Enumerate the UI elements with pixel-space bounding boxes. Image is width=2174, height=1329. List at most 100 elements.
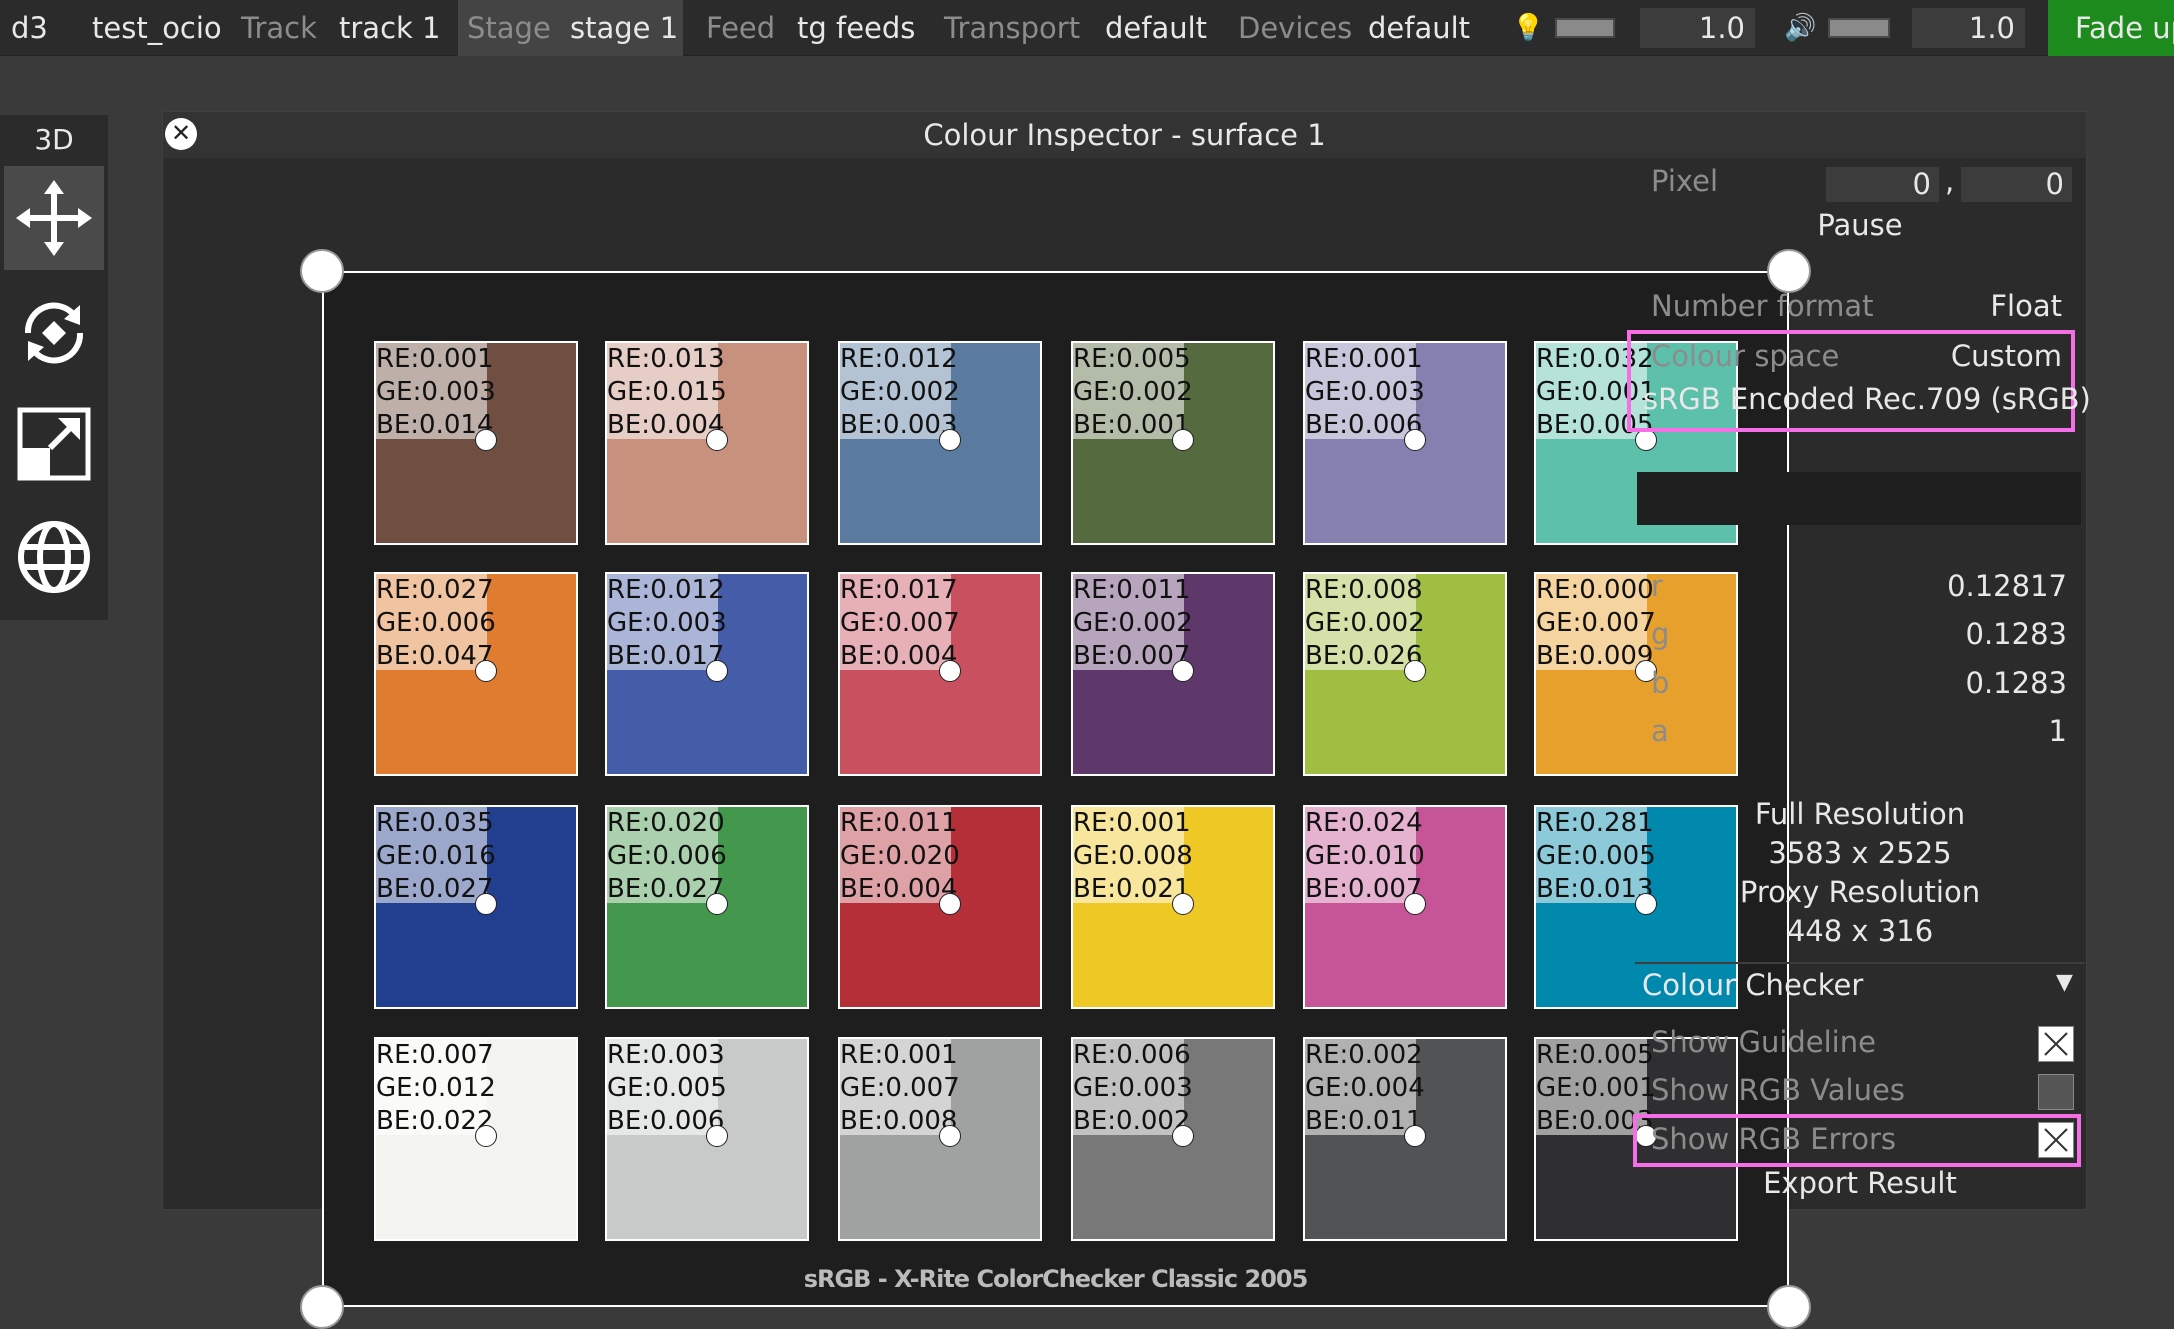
sample-point-handle[interactable]: [1404, 893, 1426, 915]
track-selector[interactable]: track 1: [339, 11, 441, 45]
colour-patch[interactable]: RE:0.024 GE:0.010 BE:0.007: [1303, 805, 1507, 1009]
colour-patch[interactable]: RE:0.001 GE:0.007 BE:0.008: [838, 1037, 1042, 1241]
pixel-y-field[interactable]: 0: [1961, 167, 2072, 202]
sample-point-handle[interactable]: [475, 660, 497, 682]
sample-point-handle[interactable]: [1404, 429, 1426, 451]
sample-point-handle[interactable]: [1635, 660, 1657, 682]
colour-patch[interactable]: RE:0.003 GE:0.005 BE:0.006: [605, 1037, 809, 1241]
chevron-down-icon[interactable]: ▼: [2056, 970, 2073, 995]
feed-selector[interactable]: tg feeds: [797, 11, 916, 45]
colour-patch[interactable]: RE:0.281 GE:0.005 BE:0.013: [1534, 805, 1738, 1009]
be-value: BE:0.017: [607, 641, 725, 671]
number-format-dropdown[interactable]: Float: [1990, 289, 2062, 323]
divider: [1635, 962, 2085, 964]
corner-handle-top-left[interactable]: [300, 249, 344, 293]
re-value: RE:0.001: [1073, 808, 1191, 838]
volume-slider[interactable]: [1828, 18, 1890, 38]
app-menu[interactable]: d3: [11, 11, 48, 45]
sample-point-handle[interactable]: [939, 893, 961, 915]
fade-up-button[interactable]: Fade up: [2048, 0, 2174, 56]
stage-selector[interactable]: stage 1: [570, 11, 679, 45]
colour-patch[interactable]: RE:0.017 GE:0.007 BE:0.004: [838, 572, 1042, 776]
colour-patch[interactable]: RE:0.008 GE:0.002 BE:0.026: [1303, 572, 1507, 776]
move-tool[interactable]: [4, 166, 104, 270]
show-guideline-checkbox[interactable]: [2038, 1026, 2074, 1062]
colour-patch[interactable]: RE:0.006 GE:0.003 BE:0.002: [1071, 1037, 1275, 1241]
globe-tool[interactable]: [4, 505, 104, 609]
sample-point-handle[interactable]: [1172, 1125, 1194, 1147]
colour-patch[interactable]: RE:0.013 GE:0.015 BE:0.004: [605, 341, 809, 545]
sample-point-handle[interactable]: [939, 429, 961, 451]
colour-patch[interactable]: RE:0.001 GE:0.003 BE:0.014: [374, 341, 578, 545]
show-rgb-errors-checkbox[interactable]: [2038, 1122, 2074, 1158]
full-resolution-value: 3583 x 2525: [1768, 836, 1952, 870]
r-label: r: [1651, 569, 1663, 603]
colour-patch[interactable]: RE:0.012 GE:0.003 BE:0.017: [605, 572, 809, 776]
re-value: RE:0.007: [376, 1040, 494, 1070]
sample-point-handle[interactable]: [1404, 660, 1426, 682]
close-icon[interactable]: ✕: [165, 118, 197, 150]
colour-patch[interactable]: RE:0.001 GE:0.003 BE:0.006: [1303, 341, 1507, 545]
re-value: RE:0.002: [1305, 1040, 1423, 1070]
corner-handle-top-right[interactable]: [1767, 249, 1811, 293]
sample-point-handle[interactable]: [1635, 429, 1657, 451]
sample-point-handle[interactable]: [1635, 893, 1657, 915]
rgb-error-label: RE:0.017 GE:0.007 BE:0.004: [840, 574, 960, 671]
colour-checker-header[interactable]: Colour Checker: [1642, 968, 1864, 1002]
sample-point-handle[interactable]: [706, 1125, 728, 1147]
transport-selector[interactable]: default: [1105, 11, 1208, 45]
colour-patch[interactable]: RE:0.035 GE:0.016 BE:0.027: [374, 805, 578, 1009]
colour-patch[interactable]: RE:0.005 GE:0.002 BE:0.001: [1071, 341, 1275, 545]
colour-patch[interactable]: RE:0.002 GE:0.004 BE:0.011: [1303, 1037, 1507, 1241]
colour-patch[interactable]: RE:0.001 GE:0.008 BE:0.021: [1071, 805, 1275, 1009]
colour-patch[interactable]: RE:0.027 GE:0.006 BE:0.047: [374, 572, 578, 776]
project-name[interactable]: test_ocio: [92, 11, 222, 45]
colour-space-dropdown[interactable]: Custom: [1950, 339, 2062, 373]
sample-point-handle[interactable]: [1172, 893, 1194, 915]
devices-selector[interactable]: default: [1368, 11, 1471, 45]
colour-patch[interactable]: RE:0.007 GE:0.012 BE:0.022: [374, 1037, 578, 1241]
scale-tool[interactable]: [4, 392, 104, 496]
volume-field[interactable]: 1.0: [1912, 8, 2025, 48]
re-value: RE:0.001: [1305, 344, 1423, 374]
brightness-field[interactable]: 1.0: [1640, 8, 1755, 48]
colour-patch[interactable]: RE:0.012 GE:0.002 BE:0.003: [838, 341, 1042, 545]
sample-point-handle[interactable]: [475, 1125, 497, 1147]
colour-patch[interactable]: RE:0.000 GE:0.007 BE:0.009: [1534, 572, 1738, 776]
ge-value: GE:0.001: [1536, 377, 1656, 407]
ge-value: GE:0.006: [376, 608, 496, 638]
re-value: RE:0.005: [1073, 344, 1191, 374]
sample-point-handle[interactable]: [475, 893, 497, 915]
corner-handle-bottom-left[interactable]: [300, 1285, 344, 1329]
pause-button[interactable]: Pause: [1817, 208, 1903, 242]
rotate-tool[interactable]: [4, 281, 104, 385]
panel-title[interactable]: Colour Inspector - surface 1: [163, 112, 2086, 158]
sample-point-handle[interactable]: [939, 660, 961, 682]
export-result-button[interactable]: Export Result: [1763, 1166, 1957, 1200]
rgb-error-label: RE:0.035 GE:0.016 BE:0.027: [376, 807, 496, 904]
sample-point-handle[interactable]: [1172, 660, 1194, 682]
colour-swatch: [1637, 472, 2081, 525]
globe-icon: [18, 521, 90, 593]
corner-handle-bottom-right[interactable]: [1767, 1285, 1811, 1329]
colour-patch[interactable]: RE:0.032 GE:0.001 BE:0.005: [1534, 341, 1738, 545]
brightness-slider[interactable]: [1555, 18, 1615, 38]
colour-checker-image[interactable]: RE:0.001 GE:0.003 BE:0.014 RE:0.013 GE:0.015…: [322, 271, 1789, 1307]
check-x-icon: [2044, 1032, 2068, 1056]
colour-patch[interactable]: RE:0.005 GE:0.001 BE:0.003: [1534, 1037, 1738, 1241]
sample-point-handle[interactable]: [475, 429, 497, 451]
sample-point-handle[interactable]: [706, 429, 728, 451]
sample-point-handle[interactable]: [939, 1125, 961, 1147]
colour-patch[interactable]: RE:0.011 GE:0.002 BE:0.007: [1071, 572, 1275, 776]
colour-patch[interactable]: RE:0.020 GE:0.006 BE:0.027: [605, 805, 809, 1009]
show-rgb-values-checkbox[interactable]: [2038, 1074, 2074, 1110]
colour-patch[interactable]: RE:0.011 GE:0.020 BE:0.004: [838, 805, 1042, 1009]
sample-point-handle[interactable]: [1172, 429, 1194, 451]
ge-value: GE:0.015: [607, 377, 727, 407]
sample-point-handle[interactable]: [1404, 1125, 1426, 1147]
sample-point-handle[interactable]: [706, 893, 728, 915]
rgb-error-label: RE:0.007 GE:0.012 BE:0.022: [376, 1039, 496, 1136]
ge-value: GE:0.004: [1305, 1073, 1425, 1103]
pixel-x-field[interactable]: 0: [1826, 167, 1939, 202]
sample-point-handle[interactable]: [706, 660, 728, 682]
